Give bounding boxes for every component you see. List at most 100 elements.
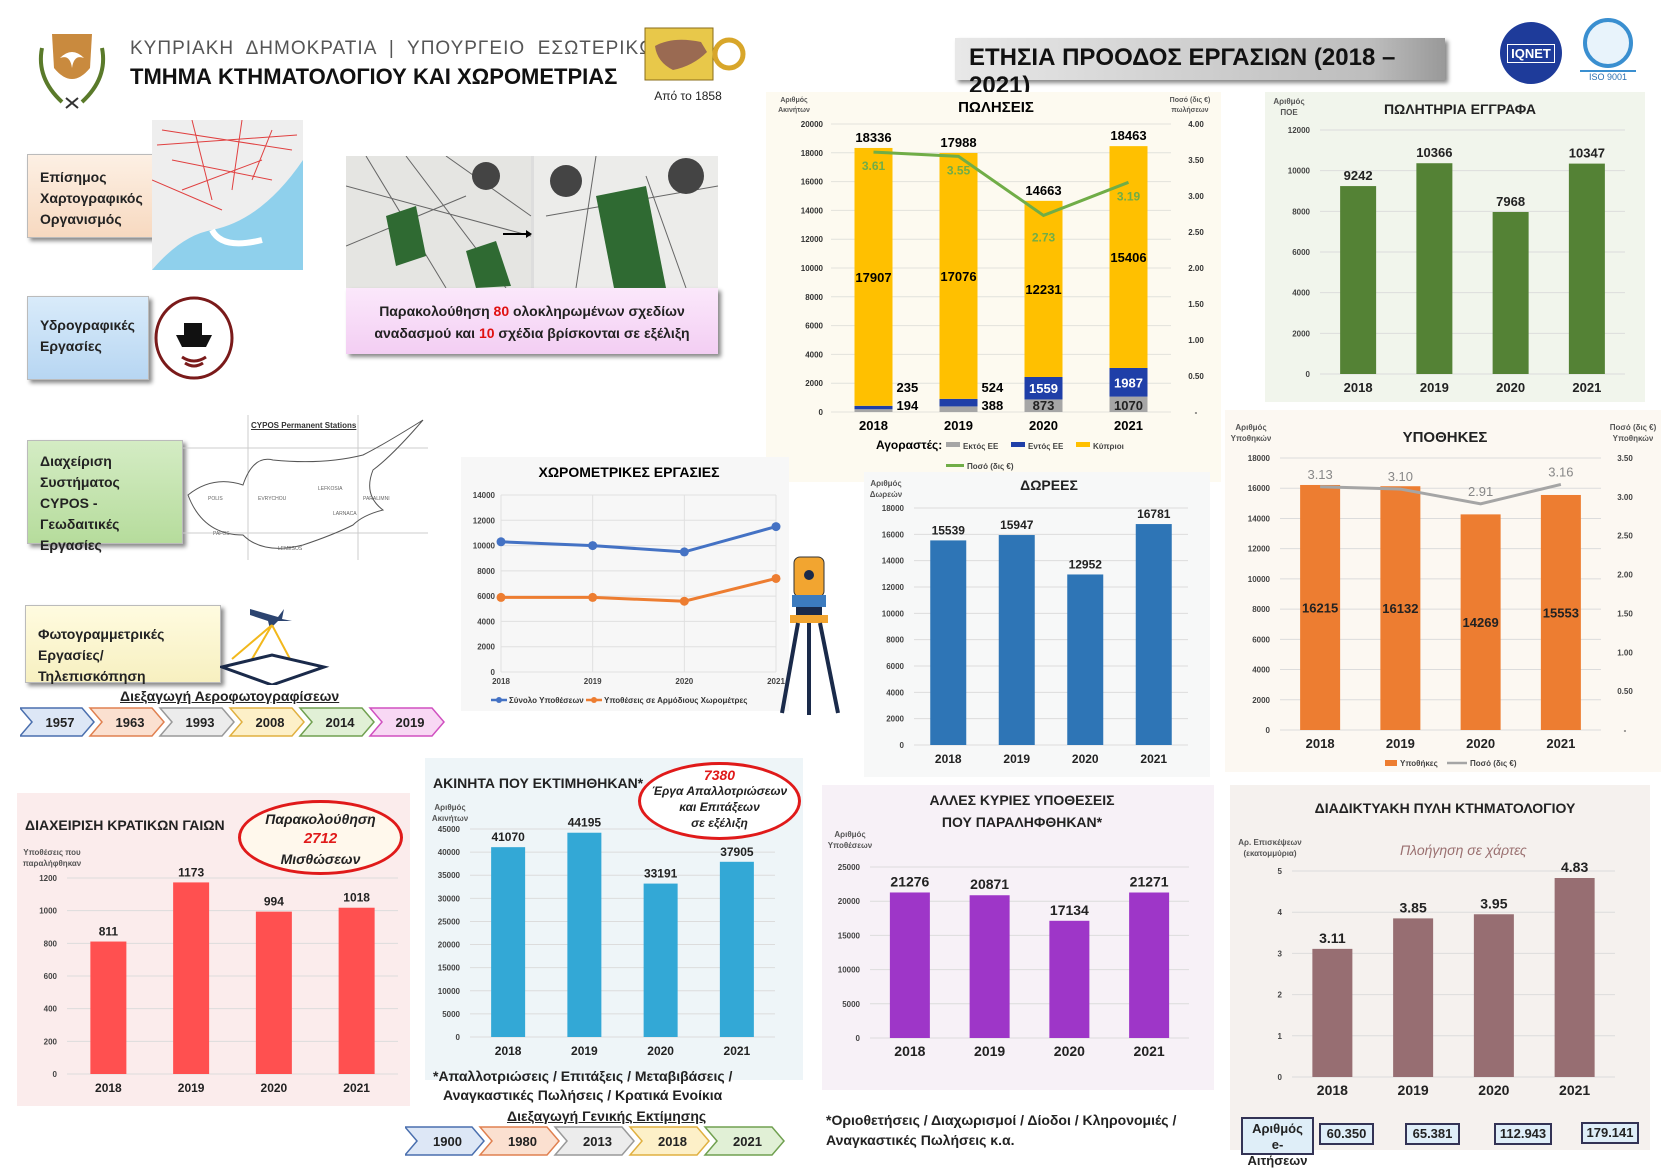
x-tick-label: 2020 [1496, 380, 1525, 395]
bar-segment-non-eu [854, 409, 893, 412]
bar-value-label: 17134 [1050, 902, 1089, 918]
y-axis-label: Αριθμός [434, 803, 465, 812]
bar-total-label: 17988 [940, 135, 976, 150]
chart-title: ΑΚΙΝΗΤΑ ΠΟΥ ΕΚΤΙΜΗΘΗΚΑΝ* [433, 775, 644, 791]
bar [1135, 524, 1172, 745]
land-consolidation-note: Παρακολούθηση 80 ολοκληρωμένων σχεδίων α… [346, 288, 718, 354]
bar-value-label: 7968 [1496, 194, 1525, 209]
x-tick-label: 2020 [1466, 736, 1495, 751]
bar-value-label: 37905 [720, 845, 754, 859]
y-tick-label: 20000 [438, 941, 461, 950]
box-hydrographic: Υδρογραφικές Εργασίες [27, 296, 149, 380]
x-tick-label: 2019 [944, 418, 973, 433]
bar [255, 911, 292, 1074]
chart-mortgages: ΥΠΟΘΗΚΕΣ Αριθμός Υποθηκών 0 2000 4000 6000 8000… [1225, 410, 1661, 772]
y2-tick-label: 3.00 [1617, 493, 1633, 502]
y2-tick-label: 3.50 [1617, 454, 1633, 463]
x-tick-label: 2021 [1572, 380, 1601, 395]
data-point [496, 592, 506, 602]
legend-label: Υποθέσεις σε Αρμόδιους Χωρομέτρες [604, 696, 747, 705]
bar-segment-cypriot [854, 147, 893, 406]
y-tick-label: 40000 [438, 848, 461, 857]
y2-tick-label: 1.50 [1188, 300, 1204, 309]
chart-title: ΔΙΑΧΕΙΡΙΣΗ ΚΡΑΤΙΚΩΝ ΓΑΙΩΝ [25, 817, 225, 833]
bar [1067, 574, 1104, 745]
bar [719, 861, 754, 1037]
bar-value-label-non-eu: 873 [1033, 398, 1055, 413]
svg-text:LEFKOSIA: LEFKOSIA [318, 486, 343, 492]
box-cartography: Επίσημος Χαρτογραφικός Οργανισμός [27, 154, 153, 238]
bar-value-label: 21271 [1130, 874, 1169, 890]
chart-title: ΠΟΥ ΠΑΡΑΛΗΦΘΗΚΑΝ* [942, 814, 1103, 830]
y-axis-label: Αρ. Επισκέψεων [1238, 838, 1302, 847]
boat-sonar-icon [152, 295, 236, 381]
valued-footnote-1: *Απαλλοτριώσεις / Επιτάξεις / Μεταβιβάσε… [433, 1068, 733, 1084]
bar [1568, 163, 1605, 374]
y-tick-label: 8000 [886, 636, 904, 645]
timeline-year: 2019 [396, 715, 425, 730]
expropriation-oval: 7380 Έργα Απαλλοτριώσεων και Επιτάξεων σ… [638, 762, 801, 840]
data-point [679, 596, 689, 606]
y-tick-label: 600 [44, 972, 58, 981]
bar-value-label: 4.83 [1561, 859, 1588, 875]
x-tick-label: 2020 [647, 1044, 674, 1058]
bar-value-label: 9242 [1344, 168, 1373, 183]
bar-value-label: 41070 [491, 830, 525, 844]
data-point [771, 522, 781, 532]
line-value-label: 3.55 [947, 163, 971, 177]
valuation-timeline: 1900 1980 2013 2018 2021 [405, 1126, 785, 1156]
y2-tick-label: 1.00 [1617, 648, 1633, 657]
valuation-timeline-title: Διεξαγωγή Γενικής Εκτίμησης [507, 1108, 707, 1124]
y-tick-label: 10000 [438, 987, 461, 996]
x-tick-label: 2020 [1478, 1082, 1509, 1098]
bar-value-label-cypriot: 17907 [855, 270, 891, 285]
eapps-2020: 112.943 [1494, 1123, 1552, 1145]
bar-segment-eu [939, 398, 978, 407]
bar [1460, 514, 1501, 730]
y-tick-label: 1200 [39, 874, 57, 883]
y-tick-label: 0 [491, 668, 496, 677]
y-tick-label: 8000 [1292, 207, 1310, 216]
y2-tick-label: - [1195, 408, 1198, 417]
legend-swatch [946, 464, 964, 467]
timeline-chevron [20, 707, 95, 737]
y-tick-label: 0 [1306, 370, 1311, 379]
timeline-year: 2008 [256, 715, 285, 730]
bar [1554, 878, 1595, 1077]
aerial-survey-icon [216, 603, 332, 687]
bar [1473, 914, 1514, 1077]
data-point [588, 541, 598, 551]
bar-segment-eu [1024, 376, 1063, 400]
iqnet-logo: IQNET [1500, 22, 1562, 84]
y-axis-label: Υποθέσεων [828, 841, 873, 850]
bar-segment-non-eu [1109, 396, 1148, 412]
timeline-chevron [298, 707, 375, 737]
bar-value-label: 14269 [1463, 615, 1499, 630]
legend-swatch [1076, 442, 1090, 447]
y-tick-label: 12000 [1288, 126, 1311, 135]
x-tick-label: 2020 [1029, 418, 1058, 433]
data-point [679, 547, 689, 557]
x-tick-label: 2021 [1559, 1082, 1590, 1098]
bar-segment-non-eu [1024, 399, 1063, 412]
bar [1416, 163, 1453, 374]
bar-value-label: 12952 [1069, 557, 1103, 571]
y2-axis-label: Ποσό (δις €) [1610, 423, 1657, 432]
bar [1129, 892, 1170, 1038]
y-tick-label: 4000 [477, 617, 495, 626]
data-point [496, 537, 506, 547]
chart-title: ΥΠΟΘΗΚΕΣ [1403, 429, 1488, 446]
bar-value-label-eu: 235 [897, 380, 919, 395]
bar-value-label-non-eu: 388 [982, 398, 1004, 413]
y-tick-label: 3 [1278, 949, 1283, 958]
chart-title: ΧΩΡΟΜΕΤΡΙΚΕΣ ΕΡΓΑΣΙΕΣ [538, 464, 719, 480]
y-axis-label: Υποθηκών [1231, 434, 1272, 443]
bar-value-label: 3.85 [1400, 899, 1427, 915]
y-tick-label: 12000 [1248, 545, 1271, 554]
x-tick-label: 2019 [584, 677, 602, 686]
x-tick-label: 2019 [974, 1043, 1005, 1059]
y2-tick-label: 1.50 [1617, 609, 1633, 618]
x-tick-label: 2019 [1386, 736, 1415, 751]
y-axis-label: (εκατομμύρια) [1243, 849, 1296, 858]
bar [491, 847, 526, 1037]
